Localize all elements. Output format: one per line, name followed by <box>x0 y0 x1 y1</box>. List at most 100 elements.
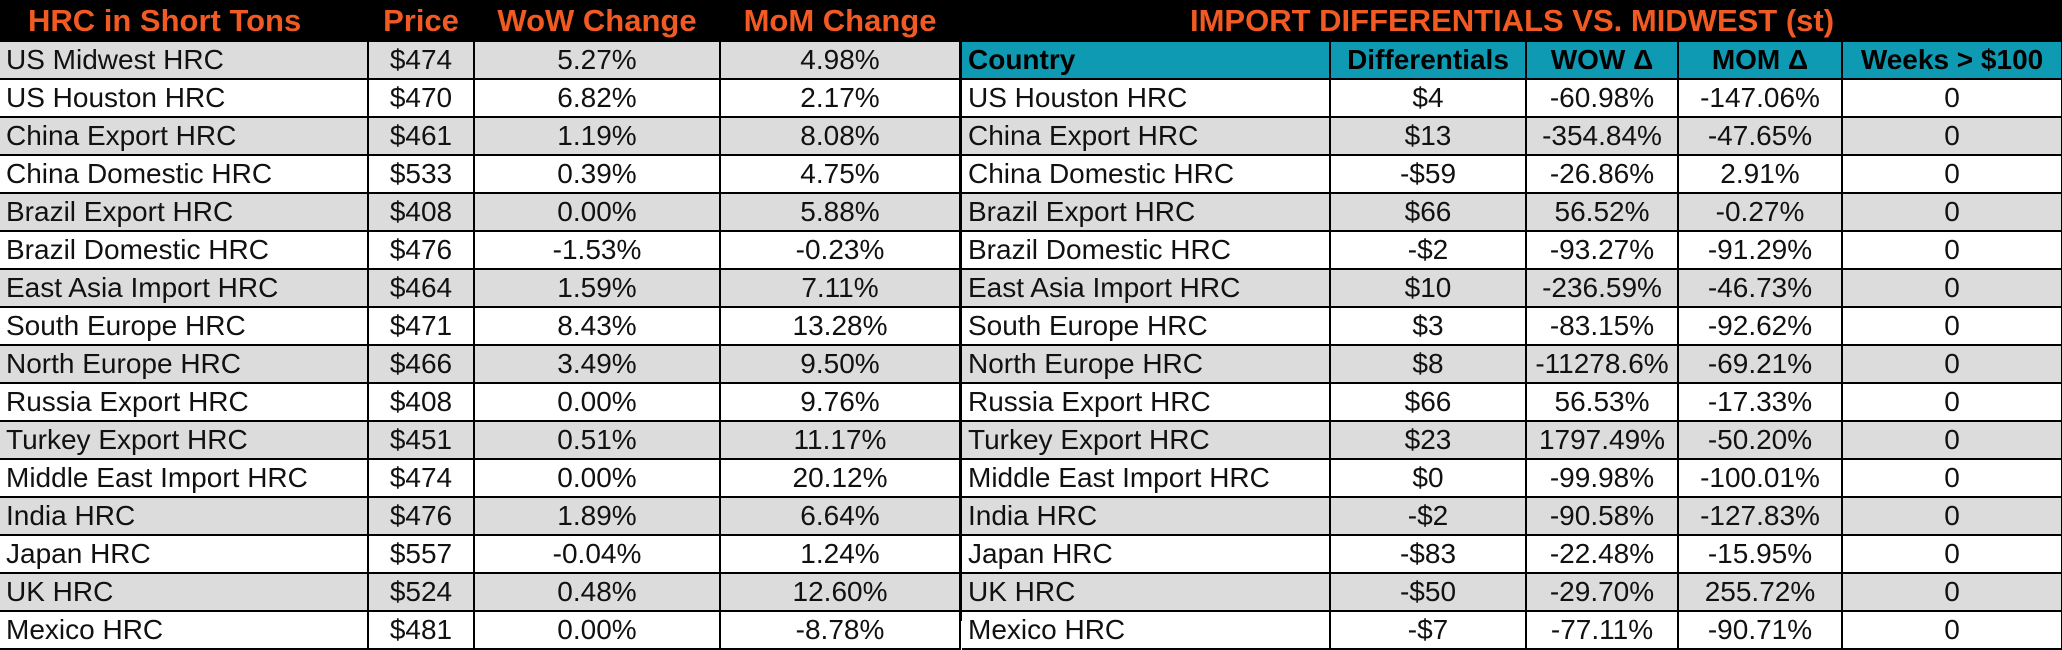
hrc-prices-cell: $474 <box>368 459 475 498</box>
import-differentials-cell: 0 <box>1842 307 2062 346</box>
import-differentials-row: Japan HRC -$83 -22.48% -15.95% 0 <box>962 535 2062 574</box>
import-differentials-row: Brazil Domestic HRC -$2 -93.27% -91.29% 0 <box>962 231 2062 270</box>
hrc-prices-cell: 1.89% <box>474 497 721 536</box>
hrc-prices-cell: 0.48% <box>474 573 721 612</box>
hrc-prices-cell: 5.88% <box>720 193 961 232</box>
import-differentials-cell: South Europe HRC <box>962 307 1331 346</box>
hrc-prices-cell: China Domestic HRC <box>0 155 369 194</box>
import-differentials-cell: -22.48% <box>1526 535 1679 574</box>
header-differentials: Differentials <box>1330 42 1527 80</box>
import-differentials-cell: -127.83% <box>1678 497 1843 536</box>
hrc-prices-cell: $470 <box>368 79 475 118</box>
import-differentials-cell: Brazil Export HRC <box>962 193 1331 232</box>
hrc-prices-cell: 9.76% <box>720 383 961 422</box>
hrc-prices-cell: 0.51% <box>474 421 721 460</box>
import-differentials-cell: 0 <box>1842 611 2062 650</box>
import-differentials-cell: Mexico HRC <box>962 611 1331 650</box>
import-differentials-title: IMPORT DIFFERENTIALS VS. MIDWEST (st) <box>962 0 2062 42</box>
import-differentials-row: US Houston HRC $4 -60.98% -147.06% 0 <box>962 79 2062 118</box>
import-differentials-cell: India HRC <box>962 497 1331 536</box>
hrc-prices-row: UK HRC $524 0.48% 12.60% <box>0 573 961 612</box>
import-differentials-cell: China Domestic HRC <box>962 155 1331 194</box>
import-differentials-cell: -236.59% <box>1526 269 1679 308</box>
import-differentials-cell: -$7 <box>1330 611 1527 650</box>
hrc-prices-row: East Asia Import HRC $464 1.59% 7.11% <box>0 269 961 308</box>
hrc-prices-cell: 0.00% <box>474 193 721 232</box>
hrc-prices-cell: 0.00% <box>474 459 721 498</box>
import-differentials-cell: -26.86% <box>1526 155 1679 194</box>
import-differentials-cell: 0 <box>1842 117 2062 156</box>
hrc-prices-row: Russia Export HRC $408 0.00% 9.76% <box>0 383 961 422</box>
hrc-prices-cell: 3.49% <box>474 345 721 384</box>
import-differentials-cell: $66 <box>1330 193 1527 232</box>
hrc-prices-cell: 2.17% <box>720 79 961 118</box>
import-differentials-cell: 2.91% <box>1678 155 1843 194</box>
hrc-prices-cell: $481 <box>368 611 475 650</box>
import-differentials-cell: 56.52% <box>1526 193 1679 232</box>
import-differentials-cell: 0 <box>1842 497 2062 536</box>
hrc-prices-header-row: HRC in Short Tons Price WoW Change MoM C… <box>0 0 960 42</box>
import-differentials-cell: $10 <box>1330 269 1527 308</box>
header-country: Country <box>962 42 1331 80</box>
hrc-prices-cell: 13.28% <box>720 307 961 346</box>
hrc-prices-cell: 0.00% <box>474 611 721 650</box>
hrc-prices-cell: -8.78% <box>720 611 961 650</box>
import-differentials-row: Middle East Import HRC $0 -99.98% -100.01% 0 <box>962 459 2062 498</box>
hrc-prices-cell: Mexico HRC <box>0 611 369 650</box>
import-differentials-cell: 0 <box>1842 155 2062 194</box>
import-differentials-cell: 0 <box>1842 269 2062 308</box>
import-differentials-title-row: IMPORT DIFFERENTIALS VS. MIDWEST (st) <box>962 0 2062 42</box>
import-differentials-cell: -90.71% <box>1678 611 1843 650</box>
import-differentials-cell: -46.73% <box>1678 269 1843 308</box>
import-differentials-cell: Middle East Import HRC <box>962 459 1331 498</box>
hrc-prices-cell: 5.27% <box>474 42 721 80</box>
hrc-prices-cell: 7.11% <box>720 269 961 308</box>
hrc-prices-row: Japan HRC $557 -0.04% 1.24% <box>0 535 961 574</box>
hrc-prices-cell: Brazil Domestic HRC <box>0 231 369 270</box>
import-differentials-cell: Brazil Domestic HRC <box>962 231 1331 270</box>
import-differentials-cell: 0 <box>1842 345 2062 384</box>
hrc-prices-row: India HRC $476 1.89% 6.64% <box>0 497 961 536</box>
import-differentials-row: East Asia Import HRC $10 -236.59% -46.73% 0 <box>962 269 2062 308</box>
import-differentials-cell: 0 <box>1842 535 2062 574</box>
hrc-prices-cell: 4.98% <box>720 42 961 80</box>
hrc-prices-cell: China Export HRC <box>0 117 369 156</box>
import-differentials-row: Mexico HRC -$7 -77.11% -90.71% 0 <box>962 611 2062 650</box>
import-differentials-cell: East Asia Import HRC <box>962 269 1331 308</box>
header-price: Price <box>368 0 474 42</box>
hrc-prices-cell: 1.24% <box>720 535 961 574</box>
hrc-prices-cell: -1.53% <box>474 231 721 270</box>
hrc-prices-cell: Turkey Export HRC <box>0 421 369 460</box>
import-differentials-cell: 0 <box>1842 573 2062 612</box>
hrc-prices-body: US Midwest HRC $474 5.27% 4.98% US Houston H… <box>0 42 961 650</box>
import-differentials-panel: IMPORT DIFFERENTIALS VS. MIDWEST (st) Co… <box>962 0 2062 650</box>
import-differentials-cell: -$50 <box>1330 573 1527 612</box>
import-differentials-cell: -69.21% <box>1678 345 1843 384</box>
import-differentials-row: Russia Export HRC $66 56.53% -17.33% 0 <box>962 383 2062 422</box>
import-differentials-cell: -$2 <box>1330 231 1527 270</box>
hrc-prices-cell: South Europe HRC <box>0 307 369 346</box>
hrc-prices-cell: -0.23% <box>720 231 961 270</box>
hrc-prices-cell: $524 <box>368 573 475 612</box>
import-differentials-cell: 0 <box>1842 231 2062 270</box>
header-mom-delta: MOM Δ <box>1678 42 1843 80</box>
hrc-prices-cell: Japan HRC <box>0 535 369 574</box>
hrc-prices-cell: 9.50% <box>720 345 961 384</box>
import-differentials-cell: -83.15% <box>1526 307 1679 346</box>
import-differentials-header-row: Country Differentials WOW Δ MOM Δ Weeks … <box>962 42 2062 80</box>
import-differentials-cell: $0 <box>1330 459 1527 498</box>
import-differentials-cell: 56.53% <box>1526 383 1679 422</box>
hrc-prices-cell: 6.64% <box>720 497 961 536</box>
hrc-prices-cell: $471 <box>368 307 475 346</box>
import-differentials-cell: UK HRC <box>962 573 1331 612</box>
import-differentials-cell: -50.20% <box>1678 421 1843 460</box>
hrc-prices-row: US Midwest HRC $474 5.27% 4.98% <box>0 42 961 80</box>
hrc-prices-row: Brazil Export HRC $408 0.00% 5.88% <box>0 193 961 232</box>
header-mom-change: MoM Change <box>720 0 960 42</box>
hrc-prices-row: Mexico HRC $481 0.00% -8.78% <box>0 611 961 650</box>
import-differentials-cell: -92.62% <box>1678 307 1843 346</box>
import-differentials-row: North Europe HRC $8 -11278.6% -69.21% 0 <box>962 345 2062 384</box>
hrc-prices-cell: $464 <box>368 269 475 308</box>
hrc-prices-row: Brazil Domestic HRC $476 -1.53% -0.23% <box>0 231 961 270</box>
hrc-prices-row: Turkey Export HRC $451 0.51% 11.17% <box>0 421 961 460</box>
